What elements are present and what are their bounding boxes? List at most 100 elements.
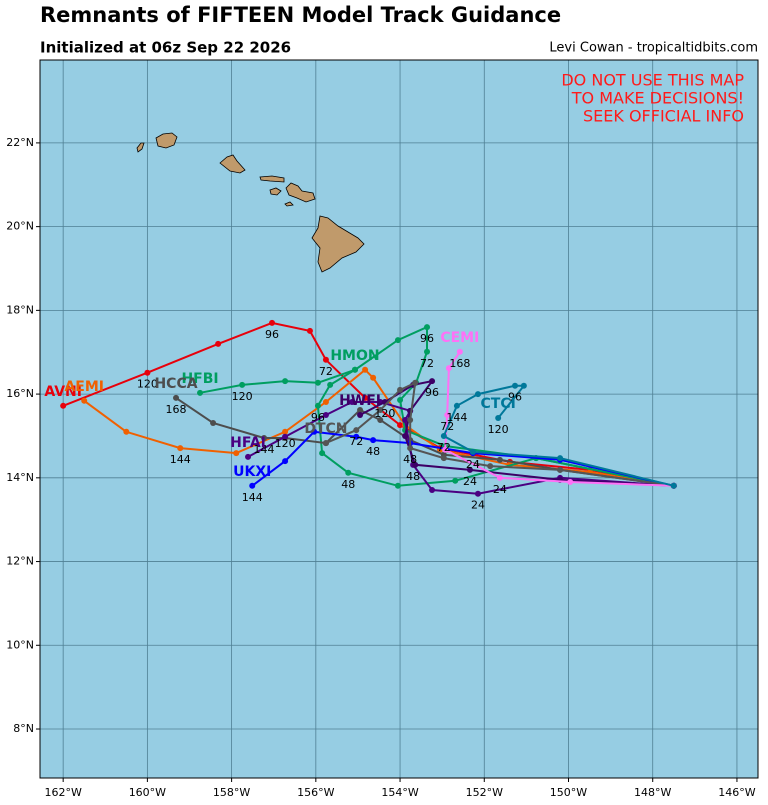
model-name: AEMI bbox=[64, 379, 104, 395]
track-point bbox=[496, 456, 503, 463]
y-tick-label: 12°N bbox=[6, 555, 34, 568]
track-point bbox=[245, 453, 252, 460]
track-point bbox=[453, 402, 460, 409]
island bbox=[311, 215, 365, 273]
track-point bbox=[397, 386, 404, 393]
x-tick-label: 146°W bbox=[718, 786, 755, 799]
track-point bbox=[173, 394, 180, 401]
title: Remnants of FIFTEEN Model Track Guidance bbox=[40, 3, 561, 27]
track-point bbox=[474, 490, 481, 497]
x-tick-label: 156°W bbox=[297, 786, 334, 799]
track-point bbox=[123, 428, 130, 435]
track-point bbox=[282, 378, 289, 385]
hour-label: 24 bbox=[493, 483, 507, 496]
y-tick-label: 22°N bbox=[6, 136, 34, 149]
hour-label: 96 bbox=[420, 332, 434, 345]
track-point bbox=[424, 348, 431, 355]
hour-label: 120 bbox=[374, 407, 395, 420]
y-tick-label: 10°N bbox=[6, 638, 34, 651]
hour-label: 24 bbox=[466, 458, 480, 471]
hour-label: 144 bbox=[242, 491, 263, 504]
hour-label: 48 bbox=[406, 470, 420, 483]
x-tick-label: 158°W bbox=[213, 786, 250, 799]
island bbox=[136, 142, 145, 153]
warning-line: SEEK OFFICIAL INFO bbox=[583, 107, 744, 126]
y-tick-label: 14°N bbox=[6, 471, 34, 484]
y-tick-label: 16°N bbox=[6, 387, 34, 400]
y-tick-label: 18°N bbox=[6, 303, 34, 316]
track-line bbox=[359, 379, 674, 487]
hour-label: 144 bbox=[254, 443, 275, 456]
ticks: 162°W 160°W 158°W 156°W 154°W 152°W 150°W 148°W… bbox=[6, 136, 755, 799]
track-point bbox=[440, 432, 447, 439]
track-point bbox=[397, 396, 404, 403]
track-point bbox=[444, 412, 451, 419]
track-point bbox=[445, 365, 452, 372]
island bbox=[259, 175, 285, 183]
hour-label: 24 bbox=[471, 499, 485, 512]
track-point bbox=[456, 348, 463, 355]
track-point bbox=[306, 327, 313, 334]
model-name: AVNI bbox=[44, 384, 82, 400]
track-point bbox=[370, 374, 377, 381]
island bbox=[285, 182, 316, 203]
track-point bbox=[429, 486, 436, 493]
hour-label: 168 bbox=[166, 403, 187, 416]
hour-label: 144 bbox=[446, 411, 467, 424]
hour-label: 72 bbox=[437, 441, 451, 454]
credit: Levi Cowan - tropicaltidbits.com bbox=[549, 41, 758, 56]
hour-label: 72 bbox=[349, 435, 363, 448]
track-point bbox=[452, 477, 459, 484]
hour-label: 72 bbox=[420, 357, 434, 370]
track-point bbox=[394, 482, 401, 489]
track-point bbox=[440, 455, 447, 462]
track-point bbox=[520, 382, 527, 389]
track-point bbox=[362, 394, 369, 401]
model-name: DTCN bbox=[304, 421, 347, 437]
model-name: HWFI bbox=[339, 393, 381, 409]
track-point bbox=[282, 428, 289, 435]
track-point bbox=[314, 402, 321, 409]
track-point bbox=[349, 399, 356, 406]
hour-label: 48 bbox=[366, 445, 380, 458]
track-point bbox=[377, 417, 384, 424]
tracks bbox=[60, 319, 677, 497]
track-line bbox=[175, 397, 674, 487]
track-point bbox=[60, 402, 67, 409]
model-name: HCCA bbox=[154, 376, 197, 392]
x-tick-label: 152°W bbox=[466, 786, 503, 799]
track-point bbox=[469, 448, 476, 455]
track-point bbox=[81, 397, 88, 404]
track-point bbox=[362, 366, 369, 373]
track-point bbox=[397, 422, 404, 429]
hour-label: 168 bbox=[449, 357, 470, 370]
track-point bbox=[322, 356, 329, 363]
track-point bbox=[327, 381, 334, 388]
y-tick-label: 20°N bbox=[6, 220, 34, 233]
island bbox=[284, 201, 294, 207]
hour-label: 72 bbox=[440, 420, 454, 433]
track-line bbox=[199, 325, 674, 487]
track-point bbox=[261, 435, 268, 442]
island bbox=[269, 187, 282, 196]
track-point bbox=[353, 427, 360, 434]
track-point bbox=[512, 382, 519, 389]
frame bbox=[39, 59, 759, 779]
model-name: HMON bbox=[330, 348, 379, 364]
track-point bbox=[144, 369, 151, 376]
labels: 7296120AVNI120144AEMI7296120HFBI4896HMON… bbox=[44, 328, 522, 512]
track-point bbox=[394, 337, 401, 344]
warning-line: DO NOT USE THIS MAP bbox=[561, 71, 744, 90]
hour-label: 96 bbox=[508, 391, 522, 404]
track-point bbox=[424, 324, 431, 331]
model-name: CTCI bbox=[481, 396, 516, 412]
track-point bbox=[402, 417, 409, 424]
track-point bbox=[402, 432, 409, 439]
hour-label: 48 bbox=[403, 453, 417, 466]
hour-label: 96 bbox=[265, 328, 279, 341]
track-point bbox=[412, 461, 419, 468]
track-point bbox=[357, 412, 364, 419]
track-point bbox=[377, 406, 384, 413]
track-point bbox=[351, 366, 358, 373]
track-point bbox=[282, 433, 289, 440]
